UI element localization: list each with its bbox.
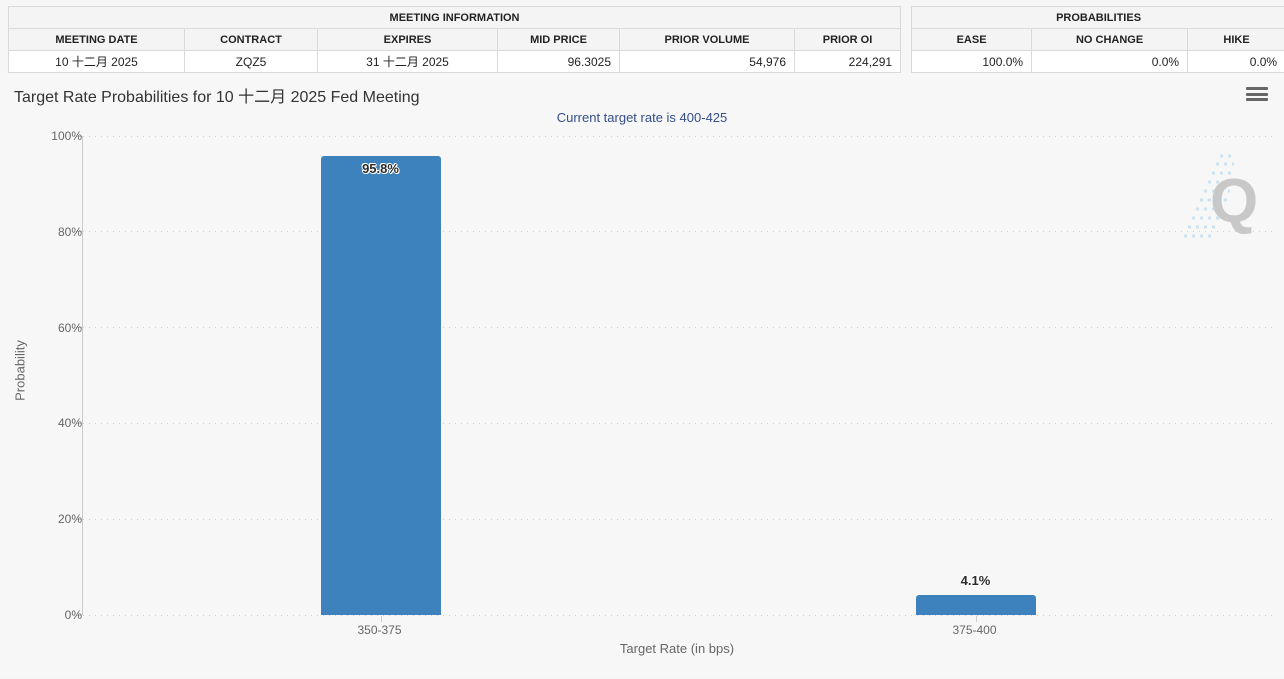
y-axis-tick xyxy=(76,422,82,424)
col-mid-price: MID PRICE xyxy=(497,28,620,51)
y-axis-tick xyxy=(76,614,82,616)
col-ease: EASE xyxy=(911,28,1033,51)
probabilities-value-row: 100.0% 0.0% 0.0% xyxy=(911,50,1284,73)
gridline-60% xyxy=(83,327,1272,329)
col-prior-oi: PRIOR OI xyxy=(793,28,902,51)
y-axis-tick xyxy=(76,518,82,520)
ease-value: 100.0% xyxy=(911,50,1033,73)
meeting-information-header-row: MEETING DATE CONTRACT EXPIRES MID PRICE … xyxy=(8,28,902,51)
col-contract: CONTRACT xyxy=(184,28,318,51)
quikstrike-watermark-logo: Q xyxy=(1184,154,1258,238)
x-axis-tick xyxy=(975,616,977,622)
chart-title: Target Rate Probabilities for 10 十二月 202… xyxy=(14,89,420,106)
x-category-label: 375-400 xyxy=(952,623,997,637)
y-tick-label: 20% xyxy=(57,512,82,527)
hike-value: 0.0% xyxy=(1187,50,1284,73)
contract-value: ZQZ5 xyxy=(184,50,318,73)
gridline-0% xyxy=(83,614,1272,616)
y-axis-tick xyxy=(76,231,82,233)
x-axis-title: Target Rate (in bps) xyxy=(619,641,735,656)
gridline-20% xyxy=(83,518,1272,520)
meeting-date-value: 10 十二月 2025 xyxy=(8,50,185,73)
meeting-information-value-row: 10 十二月 2025 ZQZ5 31 十二月 2025 96.3025 54,… xyxy=(8,50,902,73)
prior-volume-value: 54,976 xyxy=(619,50,795,73)
chart-subtitle: Current target rate is 400-425 xyxy=(556,110,728,125)
meeting-information-table: MEETING INFORMATION MEETING DATE CONTRAC… xyxy=(7,6,902,73)
probability-bar-375-400[interactable] xyxy=(915,595,1036,615)
target-rate-chart: Target Rate Probabilities for 10 十二月 202… xyxy=(0,73,1284,677)
top-tables-row: MEETING INFORMATION MEETING DATE CONTRAC… xyxy=(0,0,1284,73)
y-tick-label: 100% xyxy=(51,129,82,143)
bar-value-label: 4.1% xyxy=(960,573,991,589)
probabilities-table: PROBABILITIES EASE NO CHANGE HIKE 100.0%… xyxy=(911,6,1284,73)
col-hike: HIKE xyxy=(1187,28,1284,51)
col-expires: EXPIRES xyxy=(317,28,498,51)
y-tick-label: 0% xyxy=(64,608,82,622)
plot-area: Q 95.8% 4.1% xyxy=(76,135,1272,622)
prior-oi-value: 224,291 xyxy=(793,50,902,73)
y-axis-tick xyxy=(76,135,82,137)
col-no-change: NO CHANGE xyxy=(1031,28,1189,51)
probabilities-title: PROBABILITIES xyxy=(911,6,1284,29)
x-axis-tick xyxy=(380,616,382,622)
y-tick-label: 60% xyxy=(57,320,82,335)
bar-value-label: 95.8% xyxy=(362,161,399,177)
y-tick-label: 80% xyxy=(57,224,82,239)
no-change-value: 0.0% xyxy=(1031,50,1189,73)
probabilities-header-row: EASE NO CHANGE HIKE xyxy=(911,28,1284,51)
mid-price-value: 96.3025 xyxy=(497,50,620,73)
y-axis-tick xyxy=(76,327,82,329)
gridline-40% xyxy=(83,422,1272,424)
expires-value: 31 十二月 2025 xyxy=(317,50,498,73)
y-tick-label: 40% xyxy=(57,416,82,431)
gridline-80% xyxy=(83,231,1272,233)
gridline-100% xyxy=(83,135,1272,137)
col-meeting-date: MEETING DATE xyxy=(8,28,185,51)
x-category-label: 350-375 xyxy=(357,623,402,637)
chart-context-menu-icon[interactable] xyxy=(1246,85,1268,103)
col-prior-volume: PRIOR VOLUME xyxy=(619,28,795,51)
meeting-information-title: MEETING INFORMATION xyxy=(7,6,902,29)
watermark-q-letter: Q xyxy=(1210,167,1258,236)
probability-bar-350-375[interactable] xyxy=(320,156,441,615)
